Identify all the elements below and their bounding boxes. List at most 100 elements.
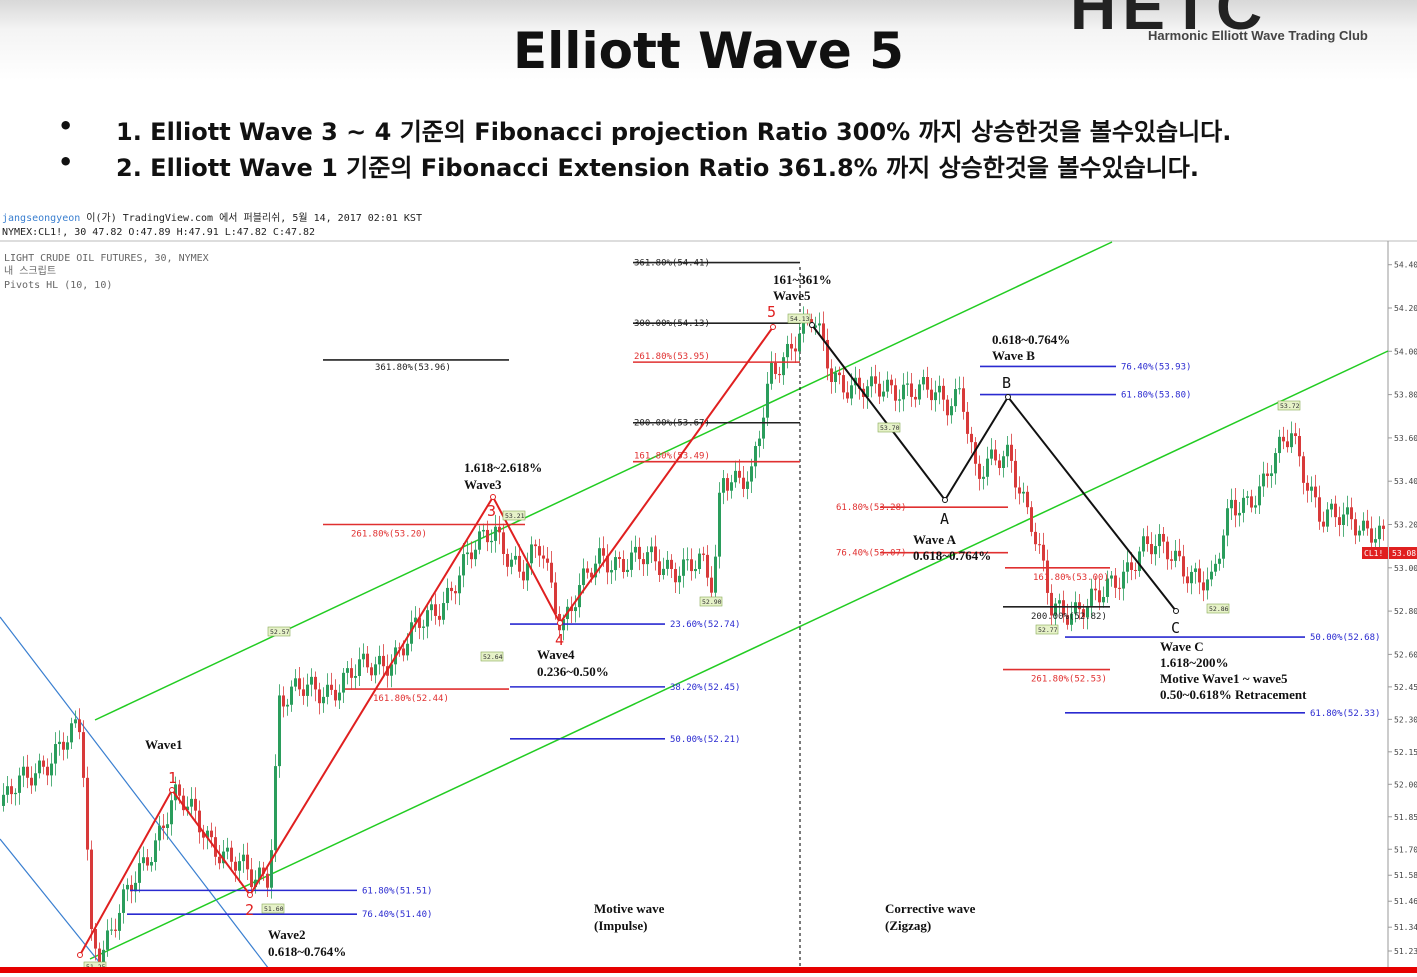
candle-body bbox=[610, 570, 613, 573]
channel-upper-line bbox=[94, 241, 1113, 721]
candle-body bbox=[866, 386, 869, 397]
wave-label-a: A bbox=[940, 510, 949, 528]
candle-body bbox=[1342, 514, 1345, 526]
candle-body bbox=[70, 723, 73, 743]
fib-level-label: 361.80%(54.41) bbox=[634, 259, 710, 269]
candle-body bbox=[1138, 551, 1141, 571]
candle-body bbox=[858, 377, 861, 389]
candle-body bbox=[1374, 539, 1377, 543]
pivot-tag-box bbox=[1035, 624, 1059, 635]
candle-body bbox=[42, 760, 45, 767]
candle-body bbox=[1242, 497, 1245, 513]
pivot-tag-label: 53.21 bbox=[505, 512, 525, 520]
candle-body bbox=[718, 492, 721, 557]
pivot-tag-box bbox=[787, 313, 811, 324]
candle-body bbox=[162, 825, 165, 828]
candle-body bbox=[626, 569, 629, 573]
candle-body bbox=[766, 383, 769, 418]
candle-body bbox=[658, 561, 661, 576]
pivot-tag-box bbox=[1277, 400, 1301, 411]
candle-body bbox=[914, 396, 917, 400]
candle-body bbox=[1346, 507, 1349, 515]
fib-level-label: 61.80%(53.28) bbox=[836, 503, 906, 513]
annotation-waveB-title: Wave B bbox=[992, 348, 1035, 363]
candle-body bbox=[890, 379, 893, 386]
y-tick-label: 53.80 bbox=[1394, 391, 1417, 400]
green-channel bbox=[89, 241, 1389, 960]
candle-body bbox=[134, 882, 137, 892]
candle-body bbox=[366, 653, 369, 668]
candle-body bbox=[94, 929, 97, 949]
candle-body bbox=[1274, 453, 1277, 474]
script-line: 내 스크립트 bbox=[4, 264, 56, 277]
symbol-line: LIGHT CRUDE OIL FUTURES, 30, NYMEX bbox=[4, 253, 209, 264]
candle-body bbox=[10, 786, 13, 795]
candle-body bbox=[962, 388, 965, 412]
pivot-tag-label: 52.57 bbox=[270, 628, 290, 636]
channel-lower-line bbox=[89, 350, 1389, 960]
candle-body bbox=[1294, 433, 1297, 437]
wave-label-b: B bbox=[1002, 374, 1011, 392]
candle-body bbox=[202, 832, 205, 838]
candle-body bbox=[114, 929, 117, 931]
candle-body bbox=[986, 458, 989, 477]
candle-body bbox=[106, 930, 109, 950]
annotation-wave2-ratio: 0.618~0.764% bbox=[268, 944, 346, 959]
y-tick-label: 52.80 bbox=[1394, 607, 1417, 616]
y-tick-label: 52.60 bbox=[1394, 650, 1417, 659]
annotation-motive-title: Motive wave bbox=[594, 901, 665, 916]
candle-body bbox=[1162, 533, 1165, 542]
candle-body bbox=[650, 546, 653, 553]
pivot-points: 51.2552.5751.6052.6453.2152.9054.1353.70… bbox=[77, 313, 1301, 972]
candle-body bbox=[66, 742, 69, 750]
annotation-wave1: Wave1 bbox=[145, 737, 183, 752]
fib-levels: 361.80%(54.41) 300.00%(54.13) 261.80%(53.9… bbox=[127, 259, 1380, 920]
candle-body bbox=[438, 615, 441, 620]
candle-body bbox=[182, 795, 185, 811]
candle-body bbox=[1198, 568, 1201, 583]
y-tick-label: 54.20 bbox=[1394, 304, 1417, 313]
pivot-tag-box bbox=[699, 596, 723, 607]
candle-body bbox=[822, 323, 825, 340]
candle-body bbox=[1086, 605, 1089, 618]
candle-body bbox=[1022, 491, 1025, 494]
candle-body bbox=[14, 792, 17, 795]
candle-body bbox=[778, 373, 781, 376]
candle-body bbox=[402, 648, 405, 656]
candle-body bbox=[198, 810, 201, 833]
candle-body bbox=[1246, 496, 1249, 498]
candle-body bbox=[678, 575, 681, 583]
fib-level-label: 61.80%(53.80) bbox=[1121, 391, 1191, 401]
candle-body bbox=[582, 568, 585, 586]
candle-body bbox=[342, 672, 345, 693]
candle-body bbox=[298, 678, 301, 690]
candle-body bbox=[1058, 600, 1061, 604]
candle-body bbox=[362, 653, 365, 660]
candle-body bbox=[842, 375, 845, 393]
y-tick-label: 54.00 bbox=[1394, 347, 1417, 356]
candle-body bbox=[714, 556, 717, 593]
wave-annotations: Wave1 Wave2 0.618~0.764% 1.618~2.618% Wa… bbox=[145, 272, 1307, 959]
candle-body bbox=[1258, 486, 1261, 506]
fib-level-label: 23.60%(52.74) bbox=[670, 620, 740, 630]
candle-body bbox=[870, 376, 873, 387]
candle-body bbox=[130, 884, 133, 892]
candle-body bbox=[1366, 520, 1369, 529]
candle-body bbox=[1018, 487, 1021, 494]
candle-body bbox=[318, 689, 321, 704]
candle-body bbox=[670, 559, 673, 570]
candle-body bbox=[1062, 600, 1065, 616]
candle-body bbox=[898, 399, 901, 401]
candle-body bbox=[750, 466, 753, 482]
candle-body bbox=[1194, 568, 1197, 572]
candle-body bbox=[1110, 575, 1113, 579]
wave-label-1: 1 bbox=[168, 769, 177, 787]
candle-body bbox=[86, 777, 89, 850]
candle-body bbox=[722, 478, 725, 493]
annotation-wave5-title: Wave5 bbox=[773, 288, 811, 303]
candle-body bbox=[250, 869, 253, 888]
candle-body bbox=[606, 555, 609, 573]
candle-body bbox=[830, 368, 833, 382]
publisher-user[interactable]: jangseongyeon bbox=[2, 213, 80, 224]
candle-body bbox=[334, 689, 337, 701]
